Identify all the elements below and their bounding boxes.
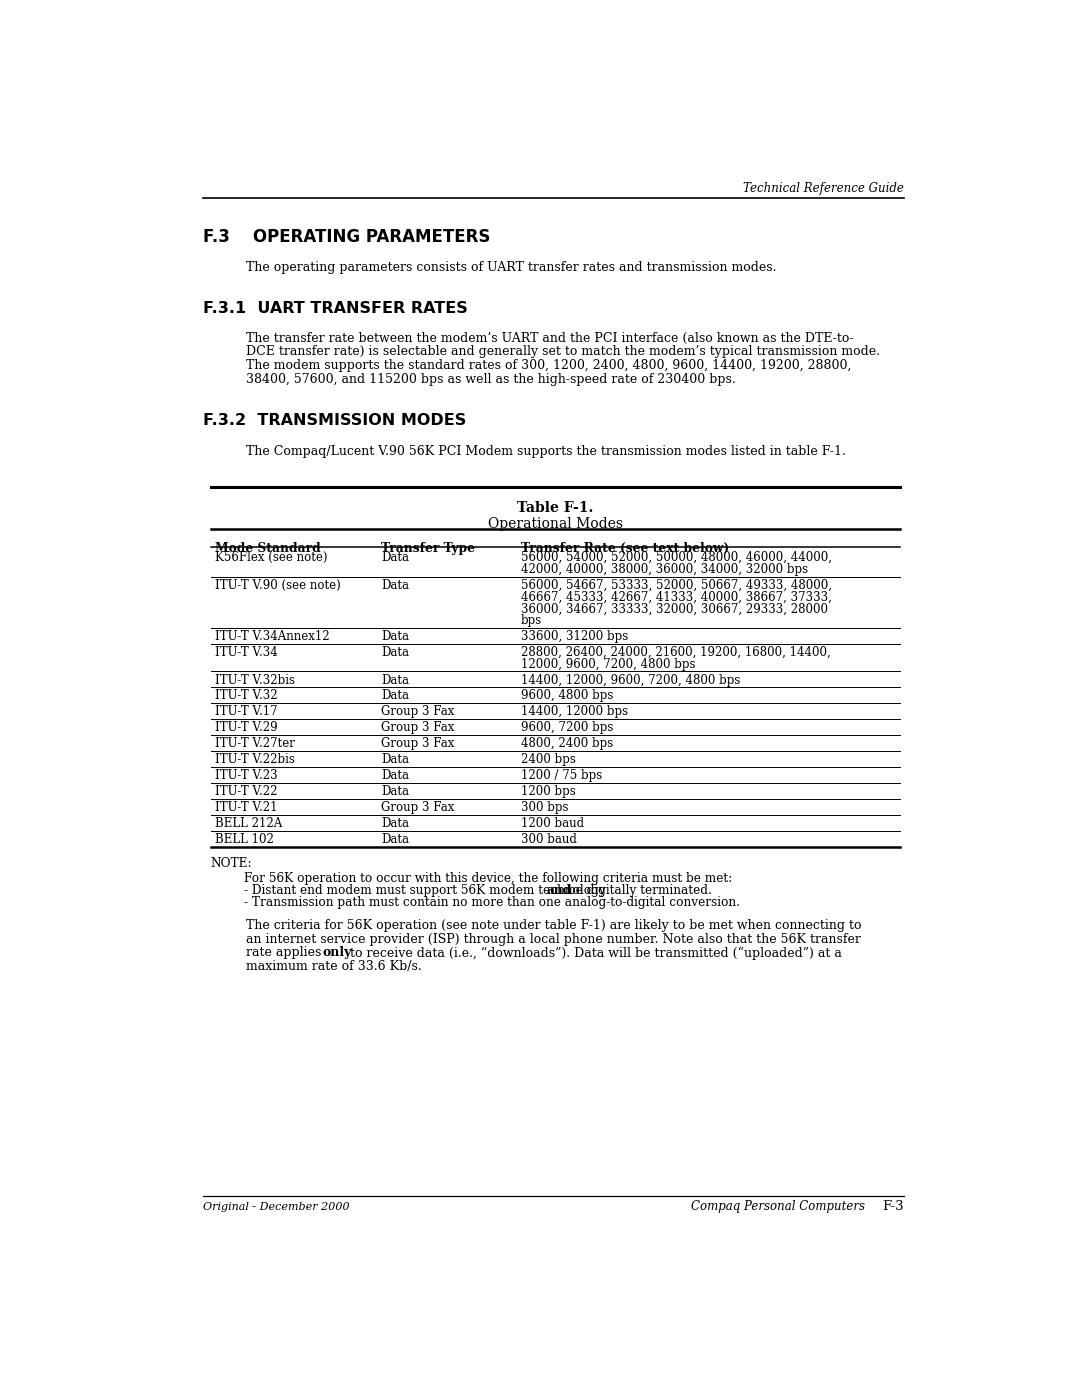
Text: Data: Data	[381, 673, 409, 686]
Text: Data: Data	[381, 770, 409, 782]
Text: only: only	[323, 946, 352, 960]
Text: 14400, 12000 bps: 14400, 12000 bps	[521, 705, 629, 718]
Text: ITU-T V.34Annex12: ITU-T V.34Annex12	[215, 630, 329, 643]
Text: 14400, 12000, 9600, 7200, 4800 bps: 14400, 12000, 9600, 7200, 4800 bps	[521, 673, 740, 686]
Text: F.3    OPERATING PARAMETERS: F.3 OPERATING PARAMETERS	[203, 229, 490, 246]
Text: 4800, 2400 bps: 4800, 2400 bps	[521, 738, 613, 750]
Text: The operating parameters consists of UART transfer rates and transmission modes.: The operating parameters consists of UAR…	[246, 261, 777, 274]
Text: Transfer Type: Transfer Type	[381, 542, 475, 556]
Text: Data: Data	[381, 690, 409, 703]
Text: - Transmission path must contain no more than one analog-to-digital conversion.: - Transmission path must contain no more…	[243, 895, 740, 909]
Text: 56000, 54000, 52000, 50000, 48000, 46000, 44000,: 56000, 54000, 52000, 50000, 48000, 46000…	[521, 552, 832, 564]
Text: 1200 / 75 bps: 1200 / 75 bps	[521, 770, 603, 782]
Text: K56Flex (see note): K56Flex (see note)	[215, 552, 327, 564]
Text: ITU-T V.90 (see note): ITU-T V.90 (see note)	[215, 578, 340, 592]
Text: The criteria for 56K operation (see note under table F-1) are likely to be met w: The criteria for 56K operation (see note…	[246, 919, 862, 932]
Text: Operational Modes: Operational Modes	[488, 517, 623, 531]
Text: 2400 bps: 2400 bps	[521, 753, 576, 766]
Text: 1200 bps: 1200 bps	[521, 785, 576, 798]
Text: DCE transfer rate) is selectable and generally set to match the modem’s typical : DCE transfer rate) is selectable and gen…	[246, 345, 880, 359]
Text: F.3.2  TRANSMISSION MODES: F.3.2 TRANSMISSION MODES	[203, 412, 467, 427]
Text: 12000, 9600, 7200, 4800 bps: 12000, 9600, 7200, 4800 bps	[521, 658, 696, 671]
Text: Group 3 Fax: Group 3 Fax	[381, 721, 455, 735]
Text: ITU-T V.23: ITU-T V.23	[215, 770, 278, 782]
Text: - Distant end modem must support 56K modem technology: - Distant end modem must support 56K mod…	[243, 884, 609, 897]
Text: 46667, 45333, 42667, 41333, 40000, 38667, 37333,: 46667, 45333, 42667, 41333, 40000, 38667…	[521, 591, 832, 604]
Text: 56000, 54667, 53333, 52000, 50667, 49333, 48000,: 56000, 54667, 53333, 52000, 50667, 49333…	[521, 578, 832, 592]
Text: Technical Reference Guide: Technical Reference Guide	[743, 182, 904, 194]
Text: 33600, 31200 bps: 33600, 31200 bps	[521, 630, 629, 643]
Text: F-3: F-3	[882, 1200, 904, 1213]
Text: bps: bps	[521, 615, 542, 627]
Text: ITU-T V.22: ITU-T V.22	[215, 785, 278, 798]
Text: Data: Data	[381, 833, 409, 847]
Text: Group 3 Fax: Group 3 Fax	[381, 738, 455, 750]
Text: Data: Data	[381, 817, 409, 830]
Text: NOTE:: NOTE:	[211, 858, 253, 870]
Text: BELL 102: BELL 102	[215, 833, 273, 847]
Text: Original - December 2000: Original - December 2000	[203, 1201, 350, 1211]
Text: ITU-T V.32: ITU-T V.32	[215, 690, 278, 703]
Text: Mode Standard: Mode Standard	[215, 542, 321, 556]
Text: F.3.1  UART TRANSFER RATES: F.3.1 UART TRANSFER RATES	[203, 300, 468, 316]
Text: be digitally terminated.: be digitally terminated.	[564, 884, 712, 897]
Text: ITU-T V.32bis: ITU-T V.32bis	[215, 673, 295, 686]
Text: Group 3 Fax: Group 3 Fax	[381, 705, 455, 718]
Text: Data: Data	[381, 645, 409, 659]
Text: 300 bps: 300 bps	[521, 800, 568, 814]
Text: an internet service provider (ISP) through a local phone number. Note also that : an internet service provider (ISP) throu…	[246, 933, 861, 946]
Text: Table F-1.: Table F-1.	[517, 502, 594, 515]
Text: ITU-T V.29: ITU-T V.29	[215, 721, 278, 735]
Text: 36000, 34667, 33333, 32000, 30667, 29333, 28000: 36000, 34667, 33333, 32000, 30667, 29333…	[521, 602, 828, 615]
Text: 300 baud: 300 baud	[521, 833, 577, 847]
Text: The transfer rate between the modem’s UART and the PCI interface (also known as : The transfer rate between the modem’s UA…	[246, 331, 853, 345]
Text: Data: Data	[381, 578, 409, 592]
Text: 1200 baud: 1200 baud	[521, 817, 584, 830]
Text: ITU-T V.22bis: ITU-T V.22bis	[215, 753, 295, 766]
Text: The modem supports the standard rates of 300, 1200, 2400, 4800, 9600, 14400, 192: The modem supports the standard rates of…	[246, 359, 851, 372]
Text: Data: Data	[381, 785, 409, 798]
Text: 28800, 26400, 24000, 21600, 19200, 16800, 14400,: 28800, 26400, 24000, 21600, 19200, 16800…	[521, 645, 831, 659]
Text: 42000, 40000, 38000, 36000, 34000, 32000 bps: 42000, 40000, 38000, 36000, 34000, 32000…	[521, 563, 808, 576]
Text: Transfer Rate (see text below): Transfer Rate (see text below)	[521, 542, 729, 556]
Text: Data: Data	[381, 630, 409, 643]
Text: and: and	[546, 884, 572, 897]
Text: to receive data (i.e., “downloads”). Data will be transmitted (“uploaded”) at a: to receive data (i.e., “downloads”). Dat…	[346, 946, 841, 960]
Text: For 56K operation to occur with this device, the following criteria must be met:: For 56K operation to occur with this dev…	[243, 872, 732, 884]
Text: Data: Data	[381, 753, 409, 766]
Text: rate applies: rate applies	[246, 946, 325, 960]
Text: 38400, 57600, and 115200 bps as well as the high-speed rate of 230400 bps.: 38400, 57600, and 115200 bps as well as …	[246, 373, 735, 386]
Text: ITU-T V.17: ITU-T V.17	[215, 705, 278, 718]
Text: ITU-T V.21: ITU-T V.21	[215, 800, 278, 814]
Text: ITU-T V.27ter: ITU-T V.27ter	[215, 738, 295, 750]
Text: BELL 212A: BELL 212A	[215, 817, 282, 830]
Text: 9600, 4800 bps: 9600, 4800 bps	[521, 690, 613, 703]
Text: Group 3 Fax: Group 3 Fax	[381, 800, 455, 814]
Text: 9600, 7200 bps: 9600, 7200 bps	[521, 721, 613, 735]
Text: ITU-T V.34: ITU-T V.34	[215, 645, 278, 659]
Text: The Compaq/Lucent V.90 56K PCI Modem supports the transmission modes listed in t: The Compaq/Lucent V.90 56K PCI Modem sup…	[246, 446, 846, 458]
Text: Data: Data	[381, 552, 409, 564]
Text: Compaq Personal Computers: Compaq Personal Computers	[691, 1200, 865, 1213]
Text: maximum rate of 33.6 Kb/s.: maximum rate of 33.6 Kb/s.	[246, 960, 421, 974]
